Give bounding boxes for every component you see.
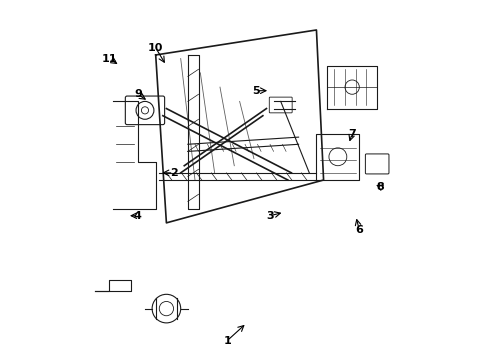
Text: 11: 11	[101, 54, 117, 64]
Circle shape	[345, 80, 359, 94]
Text: 3: 3	[266, 211, 274, 221]
Circle shape	[159, 301, 173, 316]
Text: 4: 4	[134, 211, 142, 221]
Text: 1: 1	[223, 336, 231, 346]
FancyBboxPatch shape	[270, 97, 292, 113]
Circle shape	[152, 294, 181, 323]
Text: 2: 2	[170, 168, 177, 178]
FancyBboxPatch shape	[125, 96, 165, 125]
Text: 7: 7	[348, 129, 356, 139]
Circle shape	[136, 102, 154, 119]
Text: 10: 10	[148, 43, 163, 53]
FancyBboxPatch shape	[366, 154, 389, 174]
Text: 8: 8	[377, 182, 385, 192]
Text: 6: 6	[355, 225, 363, 235]
Circle shape	[142, 107, 148, 114]
Circle shape	[329, 148, 347, 166]
Text: 5: 5	[252, 86, 260, 96]
Text: 9: 9	[134, 89, 142, 99]
